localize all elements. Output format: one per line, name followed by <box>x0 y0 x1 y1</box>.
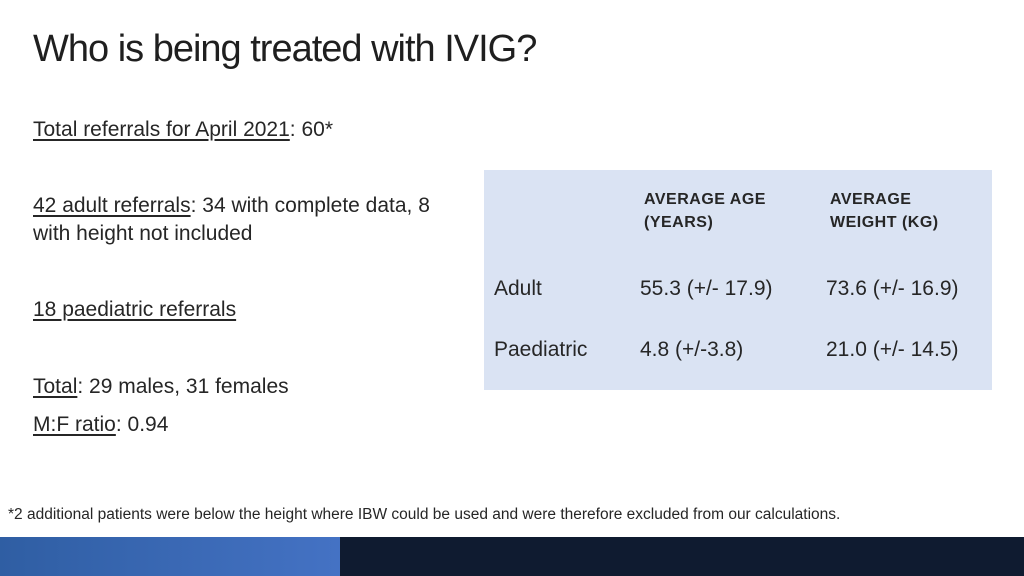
header-average-weight: AVERAGE WEIGHT (KG) <box>830 188 960 234</box>
footer-bar-dark <box>340 537 1024 576</box>
header-average-weight-text: AVERAGE WEIGHT (KG) <box>830 191 939 231</box>
footnote: *2 additional patients were below the he… <box>8 506 841 523</box>
row-adult-age: 55.3 (+/- 17.9) <box>640 277 773 300</box>
total-detail: : 29 males, 31 females <box>77 375 289 398</box>
header-average-age: AVERAGE AGE (YEARS) <box>644 188 784 234</box>
header-average-age-text: AVERAGE AGE (YEARS) <box>644 191 766 231</box>
total-referrals-value: : 60* <box>289 118 333 141</box>
footer-bar-accent <box>0 537 340 576</box>
ratio-label: M:F ratio <box>33 413 116 436</box>
ratio-value: : 0.94 <box>115 413 169 436</box>
total-sex-line: Total: 29 males, 31 females <box>33 373 289 401</box>
paediatric-referrals-label: 18 paediatric referrals <box>33 298 237 321</box>
adult-referrals-line: 42 adult referrals: 34 with complete dat… <box>33 192 433 248</box>
total-label: Total <box>33 375 78 398</box>
ratio-line: M:F ratio: 0.94 <box>33 411 168 439</box>
slide-title: Who is being treated with IVIG? <box>33 28 537 70</box>
row-paediatric-weight: 21.0 (+/- 14.5) <box>826 338 959 361</box>
row-adult-label: Adult <box>494 277 542 300</box>
paediatric-referrals-line: 18 paediatric referrals <box>33 296 236 324</box>
statistics-table: AVERAGE AGE (YEARS) AVERAGE WEIGHT (KG) … <box>484 170 992 390</box>
total-referrals-label: Total referrals for April 2021 <box>33 118 290 141</box>
total-referrals-line: Total referrals for April 2021: 60* <box>33 116 333 144</box>
row-adult-weight: 73.6 (+/- 16.9) <box>826 277 959 300</box>
row-paediatric-label: Paediatric <box>494 338 588 361</box>
adult-referrals-detail: : 34 with complete data, 8 with height n… <box>33 194 430 245</box>
adult-referrals-label: 42 adult referrals <box>33 194 191 217</box>
row-paediatric-age: 4.8 (+/-3.8) <box>640 338 744 361</box>
